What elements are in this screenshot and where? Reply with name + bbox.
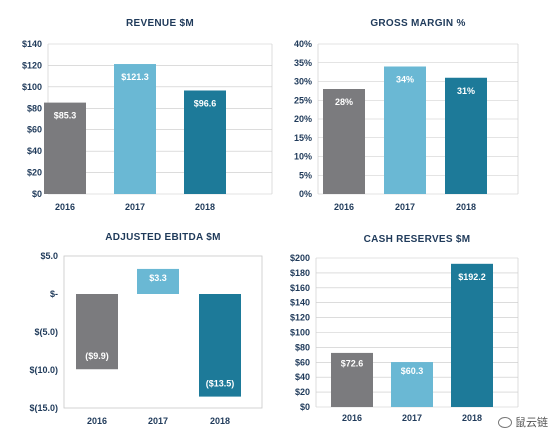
watermark-text: 鼠云链 xyxy=(515,416,548,429)
chart-adjusted-ebitda: ADJUSTED EBITDA $M $5.0 $- $(5.0) $(10.0) $(1… xyxy=(0,218,278,436)
y-tick-label: $20 xyxy=(295,387,310,397)
bar-adjusted-ebitda-2016 xyxy=(76,294,118,370)
bar-cash-reserves-2017 xyxy=(391,362,433,407)
bar-adjusted-ebitda-2017 xyxy=(137,268,179,294)
y-tick-label: $100 xyxy=(290,328,310,338)
data-label: $96.6 xyxy=(194,99,217,109)
y-tick-label: $60 xyxy=(27,125,42,135)
y-tick-label: 35% xyxy=(294,58,312,68)
y-tick-label: 15% xyxy=(294,133,312,143)
y-tick-label: $0 xyxy=(300,402,310,412)
x-tick-label: 2017 xyxy=(125,202,145,212)
y-tick-label: 10% xyxy=(294,152,312,162)
y-tick-label: $5.0 xyxy=(40,251,58,261)
y-tick-label: $40 xyxy=(27,146,42,156)
y-tick-label: $200 xyxy=(290,253,310,263)
x-tick-label: 2017 xyxy=(402,413,422,423)
y-tick-label: $80 xyxy=(295,342,310,352)
y-tick-label: $60 xyxy=(295,357,310,367)
chart-gross-margin: GROSS MARGIN % 0% 5% 10% 15% 20% 25% 30% 35% 40% 2… xyxy=(278,0,556,218)
bar-gross-margin-2018 xyxy=(445,77,487,194)
chart-title: CASH RESERVES $M xyxy=(364,234,471,245)
data-label: 28% xyxy=(335,97,353,107)
bar-revenue-2018 xyxy=(184,90,226,194)
data-label: 34% xyxy=(396,75,414,85)
chart-title: GROSS MARGIN % xyxy=(370,18,465,29)
y-tick-label: 30% xyxy=(294,77,312,87)
chart-title: REVENUE $M xyxy=(126,18,194,29)
data-label: $3.3 xyxy=(149,273,167,283)
x-tick-label: 2016 xyxy=(87,416,107,426)
x-tick-label: 2018 xyxy=(462,413,482,423)
x-tick-label: 2016 xyxy=(342,413,362,423)
chart-title: ADJUSTED EBITDA $M xyxy=(105,232,221,243)
bar-revenue-2016 xyxy=(44,102,86,194)
data-label: ($9.9) xyxy=(85,351,109,361)
data-label: $121.3 xyxy=(121,72,149,82)
y-tick-label: $180 xyxy=(290,268,310,278)
x-tick-label: 2017 xyxy=(148,416,168,426)
watermark: 鼠云链 xyxy=(498,414,548,430)
wechat-icon xyxy=(498,416,512,428)
y-tick-label: $- xyxy=(50,289,58,299)
y-tick-label: $140 xyxy=(290,298,310,308)
data-label: $192.2 xyxy=(458,272,486,282)
y-tick-label: 5% xyxy=(299,170,312,180)
bar-gross-margin-2016 xyxy=(323,89,365,194)
y-tick-label: $100 xyxy=(22,82,42,92)
data-label: $85.3 xyxy=(54,111,77,121)
y-tick-label: $(5.0) xyxy=(34,327,58,337)
bar-cash-reserves-2016 xyxy=(331,352,373,407)
y-tick-label: 40% xyxy=(294,39,312,49)
y-tick-label: $140 xyxy=(22,39,42,49)
data-label: $60.3 xyxy=(401,366,424,376)
y-tick-label: $120 xyxy=(290,313,310,323)
y-tick-label: $120 xyxy=(22,60,42,70)
chart-cash-reserves-svg: CASH RESERVES $M $0 $20 $40 $60 $80 $100 $120 $1… xyxy=(290,234,519,423)
chart-cash-reserves: CASH RESERVES $M $0 $20 $40 $60 $80 $100 $120 $1… xyxy=(278,218,556,436)
x-tick-label: 2017 xyxy=(395,202,415,212)
y-tick-label: $80 xyxy=(27,103,42,113)
y-tick-label: $(15.0) xyxy=(29,403,58,413)
data-label: ($13.5) xyxy=(206,379,235,389)
data-label: 31% xyxy=(457,86,475,96)
y-tick-label: 25% xyxy=(294,95,312,105)
y-tick-label: $20 xyxy=(27,168,42,178)
chart-gross-margin-svg: GROSS MARGIN % 0% 5% 10% 15% 20% 25% 30% 35% 40% 2… xyxy=(294,18,519,212)
data-label: $72.6 xyxy=(341,358,364,368)
plot-frame xyxy=(63,255,263,409)
y-tick-label: $40 xyxy=(295,372,310,382)
x-tick-label: 2018 xyxy=(210,416,230,426)
bar-cash-reserves-2018 xyxy=(451,263,493,407)
bar-revenue-2017 xyxy=(114,64,156,195)
y-tick-label: 0% xyxy=(299,189,312,199)
x-tick-label: 2018 xyxy=(456,202,476,212)
bar-adjusted-ebitda-2018 xyxy=(199,294,241,397)
y-tick-label: 20% xyxy=(294,114,312,124)
chart-revenue: REVENUE $M $0 $20 $40 $60 $80 $100 $120 $140 $85.… xyxy=(0,0,278,218)
chart-revenue-svg: REVENUE $M $0 $20 $40 $60 $80 $100 $120 $140 $85.… xyxy=(22,18,273,212)
x-tick-label: 2016 xyxy=(55,202,75,212)
y-tick-label: $160 xyxy=(290,283,310,293)
y-tick-label: $0 xyxy=(32,189,42,199)
chart-adjusted-ebitda-svg: ADJUSTED EBITDA $M $5.0 $- $(5.0) $(10.0) $(1… xyxy=(29,232,263,426)
x-tick-label: 2018 xyxy=(195,202,215,212)
y-tick-label: $(10.0) xyxy=(29,365,58,375)
bar-gross-margin-2017 xyxy=(384,66,426,194)
x-tick-label: 2016 xyxy=(334,202,354,212)
